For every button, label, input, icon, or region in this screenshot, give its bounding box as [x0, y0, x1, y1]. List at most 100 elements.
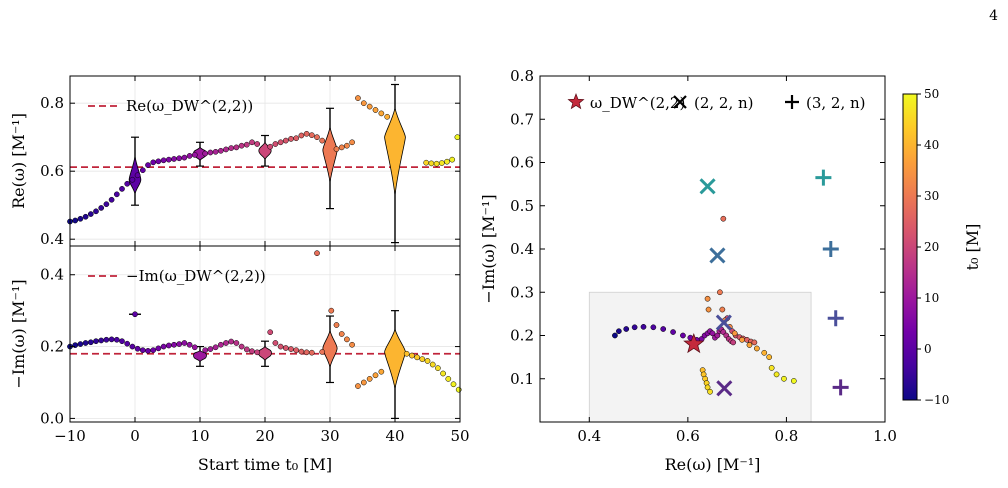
- im-point: [333, 322, 340, 328]
- re-point: [338, 144, 345, 151]
- re-point: [129, 176, 136, 183]
- trajectory-point: [704, 295, 711, 302]
- trajectory-point: [623, 326, 630, 332]
- re-point: [277, 139, 284, 146]
- im-xtick-label: 50: [450, 427, 469, 445]
- page-number: 4: [989, 8, 998, 24]
- im-point: [455, 386, 462, 393]
- trajectory-point: [781, 375, 787, 382]
- re-point: [360, 100, 367, 107]
- im-point: [319, 349, 326, 355]
- im-point: [282, 345, 289, 351]
- re-point: [243, 141, 250, 148]
- re-point: [217, 147, 224, 154]
- colorbar: [902, 93, 918, 401]
- trajectory-point: [707, 388, 713, 395]
- im-point: [338, 331, 345, 337]
- im-point: [150, 347, 157, 354]
- re-point: [72, 217, 79, 224]
- re-point: [139, 167, 146, 174]
- im-point: [293, 347, 300, 354]
- complex-xtick-label: 0.4: [577, 427, 601, 445]
- re-point: [272, 141, 279, 147]
- re-point: [124, 180, 131, 187]
- im-point: [450, 381, 457, 388]
- im-point: [272, 340, 279, 346]
- re-point: [298, 132, 305, 139]
- legend-dw-text: ω_DW^(2,2): [590, 94, 685, 112]
- trajectory-point: [768, 365, 775, 371]
- legend-22n-text: (2, 2, n): [694, 94, 754, 112]
- im-point: [176, 341, 183, 347]
- im-point: [113, 336, 120, 343]
- qnm-32n-marker: [822, 241, 839, 257]
- trajectory-point: [719, 306, 726, 313]
- re-violin-body: [384, 108, 406, 196]
- im-point: [129, 343, 136, 350]
- im-ylabel: −Im(ω) [M⁻¹]: [9, 279, 28, 388]
- im-point: [249, 348, 255, 355]
- time-xlabel: Start time t₀ [M]: [198, 455, 332, 474]
- im-point: [217, 341, 224, 348]
- im-point: [165, 342, 172, 349]
- re-point: [191, 152, 198, 158]
- im-point: [349, 341, 355, 348]
- trajectory-point: [751, 339, 758, 346]
- colorbar-tick-label: 30: [924, 189, 939, 203]
- re-point: [349, 139, 355, 146]
- im-extra-marker: [132, 311, 138, 318]
- im-point: [419, 356, 426, 362]
- im-point: [314, 250, 320, 257]
- im-point: [372, 372, 379, 379]
- re-point: [303, 130, 310, 137]
- im-xtick-label: 10: [190, 427, 209, 445]
- im-point: [223, 340, 229, 346]
- im-point: [181, 340, 188, 346]
- trajectory-point: [731, 330, 738, 337]
- re-point: [293, 135, 300, 142]
- re-point: [454, 134, 461, 141]
- qnm-22n-marker: [709, 247, 726, 264]
- im-point: [108, 336, 115, 343]
- complex-ytick-label: 0.8: [510, 67, 534, 85]
- re-point: [77, 215, 84, 222]
- colorbar-tick-label: 20: [924, 240, 939, 254]
- re-point: [134, 172, 141, 179]
- trajectory-point: [746, 342, 753, 348]
- inset-region: [588, 291, 812, 423]
- im-point: [98, 337, 105, 344]
- re-point: [103, 201, 110, 208]
- re-point: [333, 146, 340, 152]
- im-violin-body: [258, 345, 272, 362]
- re-point: [233, 144, 240, 151]
- im-point: [155, 345, 162, 352]
- re-point: [87, 211, 94, 217]
- re-point: [181, 154, 188, 161]
- trajectory-point: [766, 354, 773, 360]
- re-point: [238, 142, 245, 149]
- im-point: [238, 343, 245, 350]
- re-point: [176, 155, 183, 162]
- im-xtick-label: 20: [255, 427, 274, 445]
- colorbar-tick-label: 50: [924, 87, 939, 101]
- im-xtick-label: −10: [54, 427, 86, 445]
- im-point: [328, 307, 335, 314]
- re-point: [249, 139, 255, 146]
- re-point: [384, 113, 391, 120]
- im-point: [207, 346, 214, 352]
- im-point: [124, 340, 131, 347]
- trajectory-point: [616, 328, 622, 335]
- im-point: [134, 345, 141, 352]
- im-xtick-label: 30: [320, 427, 339, 445]
- im-point: [308, 349, 315, 356]
- re-point: [119, 186, 125, 192]
- re-point: [314, 134, 320, 141]
- trajectory-point: [790, 378, 797, 384]
- complex-ytick-label: 0.1: [510, 370, 534, 388]
- im-point: [171, 341, 177, 348]
- trajectory-point: [631, 324, 638, 331]
- re-point: [93, 208, 99, 215]
- trajectory-point: [650, 324, 657, 331]
